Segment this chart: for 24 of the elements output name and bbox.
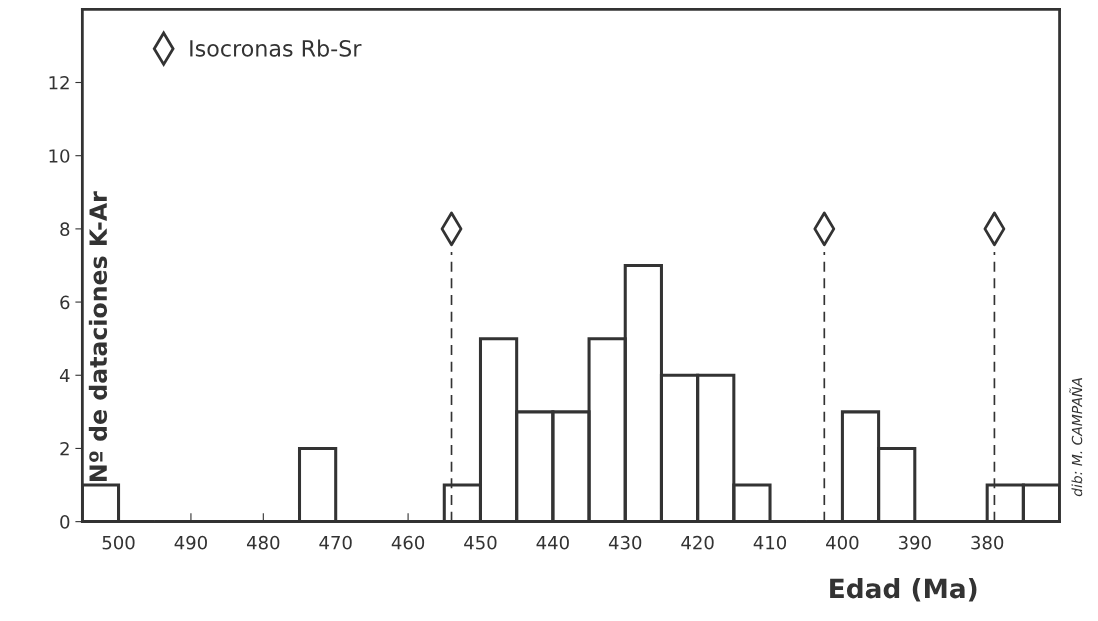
y-tick-label: 8: [60, 222, 70, 236]
y-tick-label: 4: [59, 368, 70, 383]
y-tick-label: 12: [49, 75, 69, 90]
x-tick-label: 420: [681, 535, 714, 550]
x-tick-label: 430: [608, 535, 642, 550]
x-tick-label: 480: [246, 535, 280, 550]
y-tick-label: 2: [60, 441, 69, 456]
x-tick-label: 490: [174, 535, 207, 550]
text: dib: M. CAMPAÑA: [1069, 378, 1083, 497]
x-tick-label: 470: [319, 535, 352, 550]
x-tick-label: 450: [464, 535, 497, 550]
x-tick-label: 380: [971, 535, 1004, 550]
x-axis-title: Edad (Ma): [830, 578, 977, 602]
x-tick-label: 500: [102, 535, 135, 550]
y-tick-label: 6: [60, 295, 70, 310]
x-tick-label: 400: [826, 535, 859, 550]
legend-label: Isocronas Rb-Sr: [190, 39, 362, 57]
x-tick-label: 410: [753, 535, 787, 550]
x-tick-label: 460: [391, 535, 425, 550]
x-tick-label: 440: [536, 535, 569, 550]
y-tick-label: 10: [49, 149, 70, 163]
x-tick-label: 390: [898, 535, 931, 550]
y-axis-title: Nº de dataciones K-Ar: [88, 191, 108, 481]
y-tick-label: 0: [60, 515, 70, 529]
